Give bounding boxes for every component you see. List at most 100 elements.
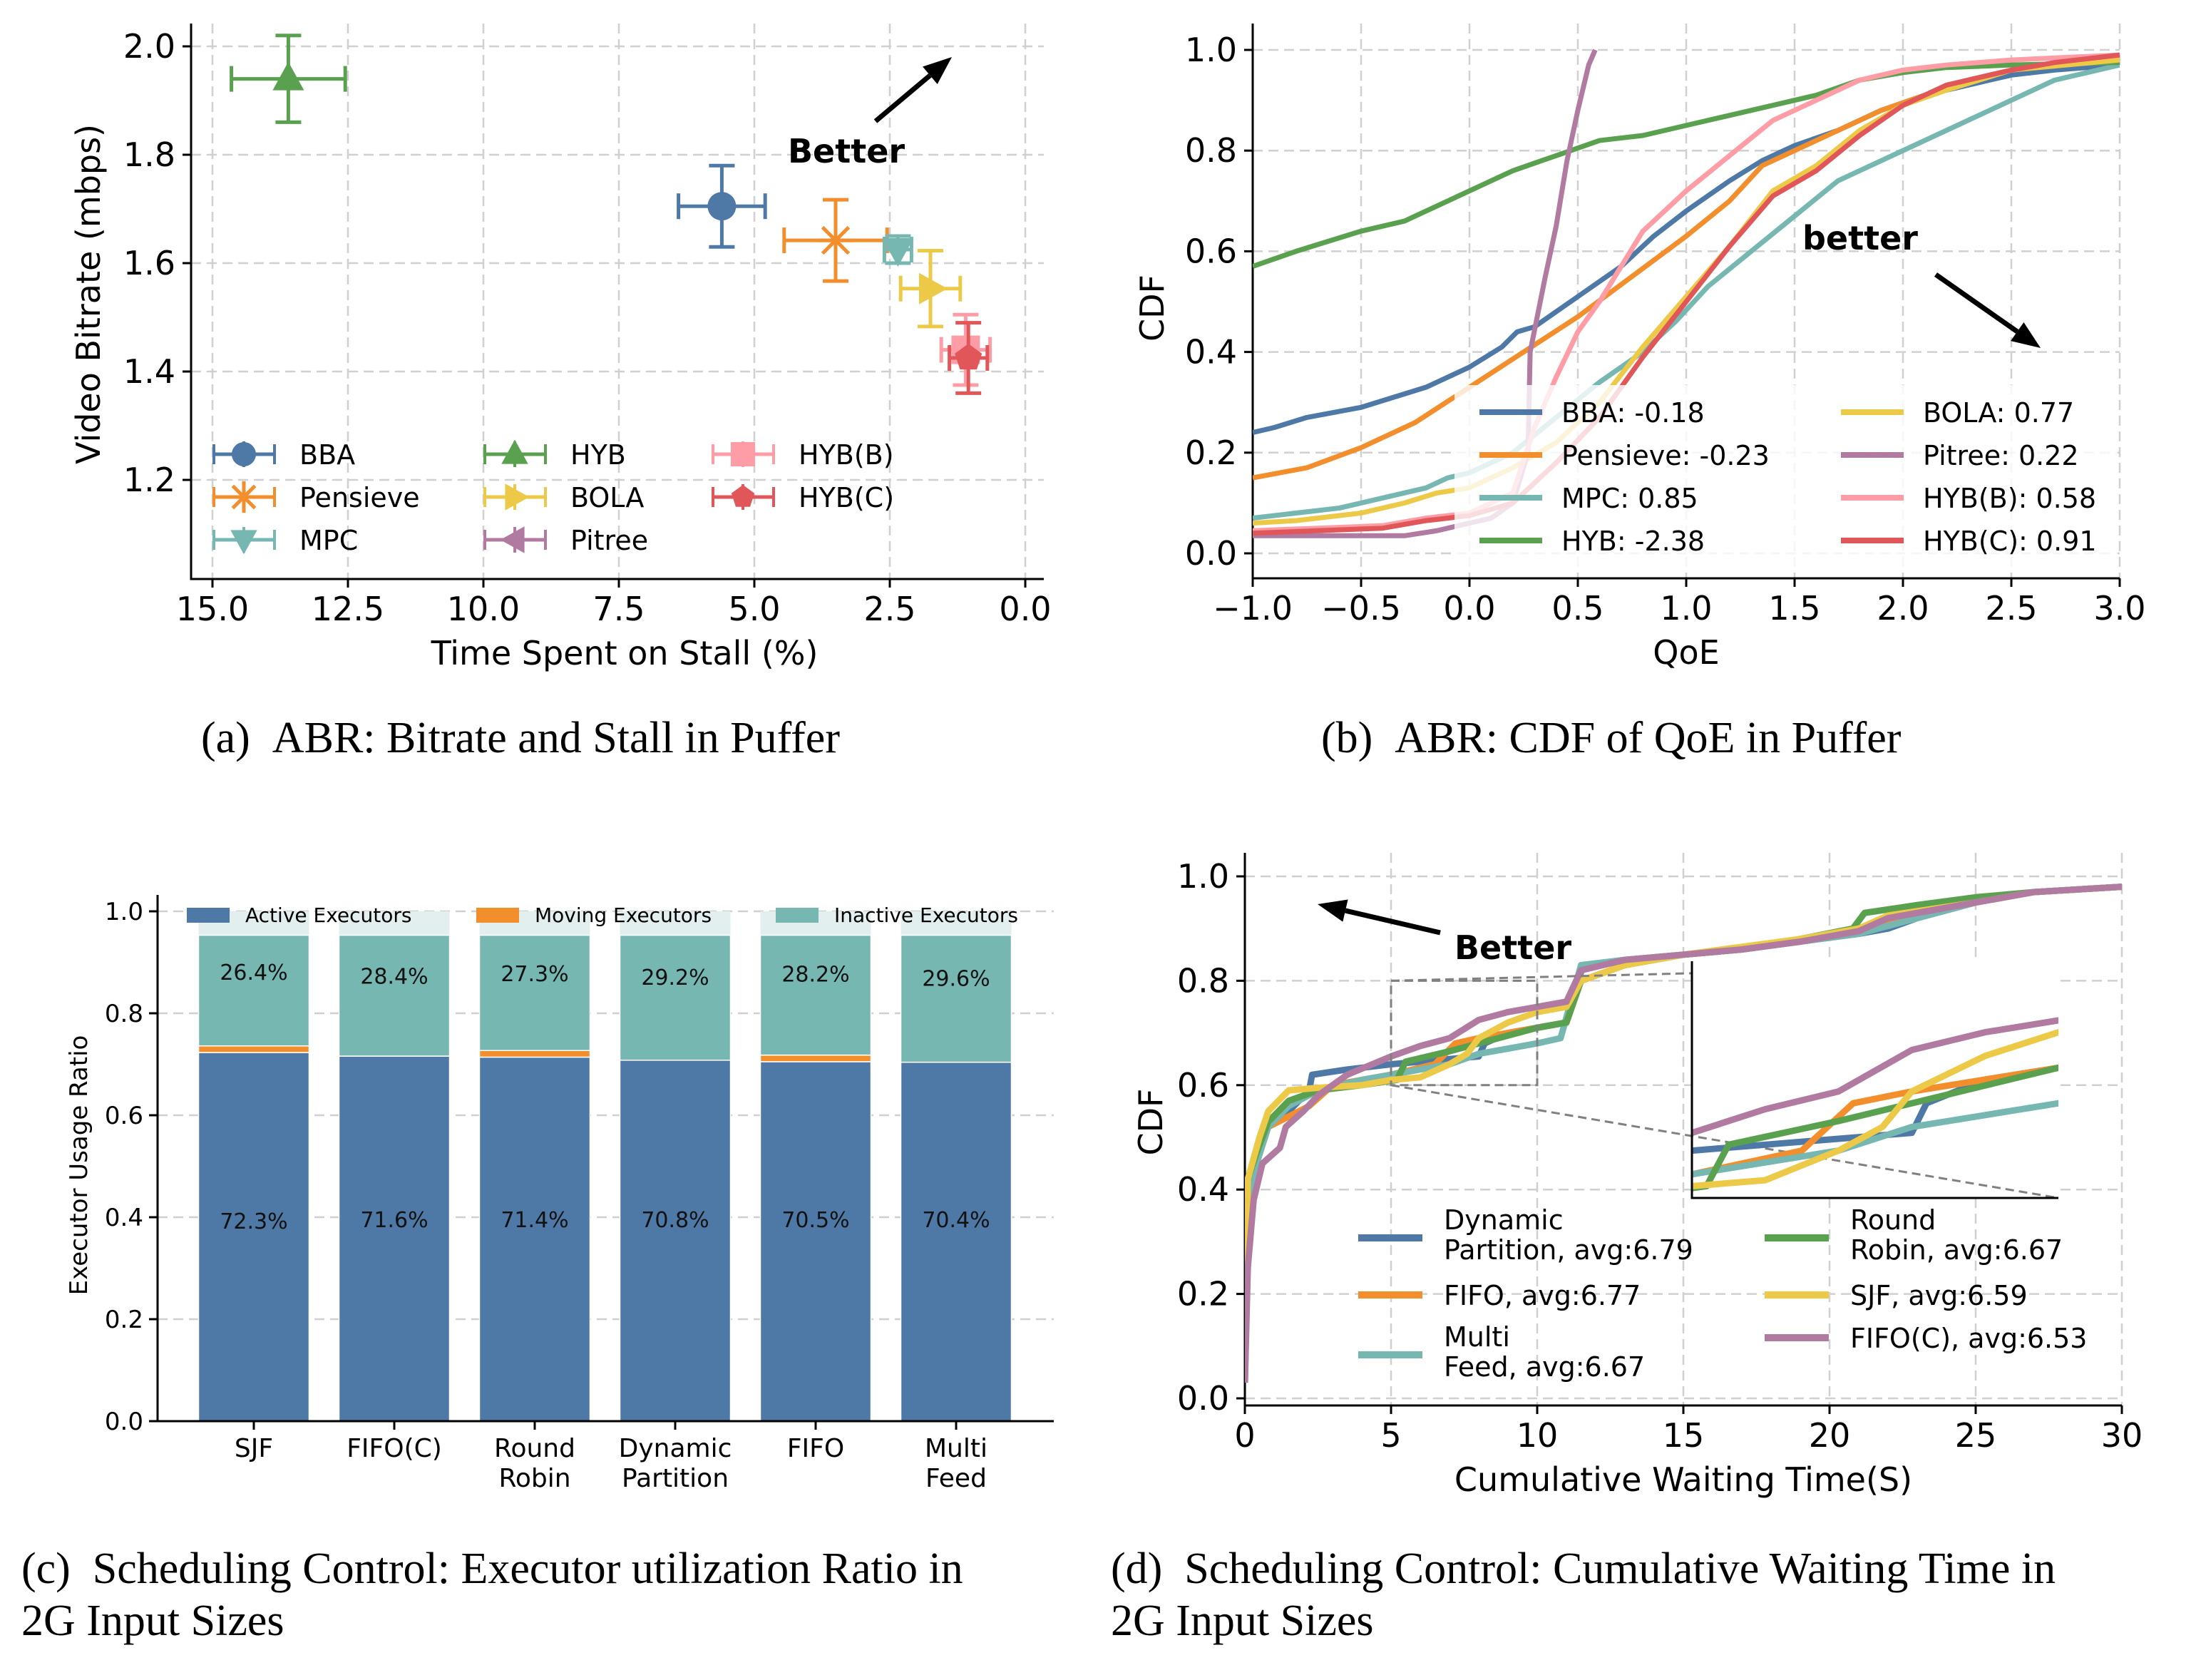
annotation-better: Better <box>1454 928 1571 967</box>
tick-label-y: 0.6 <box>105 1102 143 1130</box>
bar-segment-active-executors <box>197 1052 310 1422</box>
caption-b: (b) ABR: CDF of QoE in Puffer <box>1321 714 1902 762</box>
legend: Active Executors Moving Executors Inactive… <box>187 903 1018 927</box>
legend-label: Pensieve <box>299 482 420 513</box>
legend-label: FIFO(C), avg:6.53 <box>1850 1323 2087 1354</box>
legend-label: Moving Executors <box>535 903 712 927</box>
tick-label-x: 1.0 <box>1660 589 1712 628</box>
bar-segment-inactive-executors <box>197 934 310 1047</box>
tick-label-y: 2.0 <box>123 27 175 66</box>
legend-item: Inactive Executors <box>776 903 1018 927</box>
caption-c-line2: 2G Input Sizes <box>21 1597 284 1645</box>
data-point-bba <box>677 163 767 249</box>
legend-label: HYB(B): 0.58 <box>1923 483 2096 514</box>
legend-item: HYB(C) <box>712 482 894 513</box>
legend-swatch <box>476 908 519 923</box>
legend-label: BBA <box>299 439 355 471</box>
caption-c-line1: (c) Scheduling Control: Executor utiliza… <box>21 1545 963 1593</box>
tick-label-x: Round <box>494 1434 575 1463</box>
bar-segment-active-executors <box>759 1061 872 1422</box>
legend-label: Pitree: 0.22 <box>1923 440 2079 471</box>
x-axis-label: Time Spent on Stall (%) <box>431 634 819 672</box>
bar-value-label: 72.3% <box>220 1209 287 1234</box>
tick-label-x: 0 <box>1234 1416 1255 1455</box>
bar-segment-active-executors <box>338 1055 451 1422</box>
tick-label-y: 0.0 <box>105 1408 143 1436</box>
bar-value-label: 27.3% <box>501 962 568 987</box>
data-point-bola <box>898 249 963 329</box>
tick-label-y: 1.2 <box>123 461 175 499</box>
series-line-fifo-c- <box>1245 883 2122 1383</box>
arrow-shaft <box>873 73 932 123</box>
legend-label: Round <box>1850 1204 1936 1236</box>
x-axis-label: QoE <box>1653 633 1719 672</box>
legend-item: HYB(B) <box>712 439 894 471</box>
legend-marker <box>500 526 525 553</box>
legend-marker <box>731 442 755 466</box>
y-axis-label: Executor Usage Ratio <box>65 1035 93 1296</box>
arrow-icon <box>1318 899 1441 936</box>
tick-label-x: SJF <box>235 1434 273 1463</box>
bar-value-label: 29.6% <box>922 966 990 991</box>
bar-value-label: 70.4% <box>922 1208 990 1233</box>
tick-label-x: 10.0 <box>447 590 520 628</box>
tick-label-x: 12.5 <box>312 590 384 628</box>
bar-value-label: 28.4% <box>360 965 428 990</box>
series-line-multi-feed <box>1245 883 2122 1373</box>
marker-triangle-down <box>882 238 914 267</box>
bar-cap <box>620 911 731 936</box>
tick-label-x: Dynamic <box>619 1434 732 1463</box>
series-line-hyb-b- <box>1253 52 2120 533</box>
tick-label-x: Partition <box>622 1464 729 1493</box>
legend-label: BOLA: 0.77 <box>1923 397 2074 429</box>
legend-item: FIFO(C), avg:6.53 <box>1765 1323 2087 1354</box>
legend-marker <box>230 530 257 555</box>
bar-stack-round-robin: 71.4% 27.3% <box>478 911 591 1422</box>
data-point-hyb <box>230 34 347 124</box>
bar-segment-active-executors <box>478 1056 591 1422</box>
bar-value-label: 26.4% <box>220 961 287 985</box>
bar-segment-moving-executors <box>197 1045 310 1053</box>
tick-label-y: 1.8 <box>123 135 175 174</box>
inset-line-multi-feed <box>1692 1100 2058 1178</box>
legend-label: FIFO, avg:6.77 <box>1444 1280 1641 1311</box>
bar-value-label: 70.8% <box>641 1208 709 1233</box>
bar-stack-sjf: 72.3% 26.4% <box>197 911 310 1422</box>
caption-d-line1: (d) Scheduling Control: Cumulative Waiti… <box>1111 1545 2056 1593</box>
legend-marker <box>731 485 755 507</box>
legend-item: Active Executors <box>187 903 412 927</box>
data-point-mpc <box>882 234 914 267</box>
legend-marker <box>232 442 256 466</box>
legend-marker <box>501 439 528 464</box>
inset-connector <box>1390 1084 2059 1199</box>
annotation-better: Better <box>788 132 905 170</box>
tick-label-y: 1.4 <box>123 352 175 391</box>
tick-label-x: −0.5 <box>1321 589 1401 628</box>
legend-label: Active Executors <box>245 903 412 927</box>
tick-label-x: 2.5 <box>1985 589 2037 628</box>
legend-item: BBA: -0.18 <box>1479 397 1705 429</box>
tick-label-y: 0.2 <box>1177 1275 1229 1313</box>
tick-label-y: 1.6 <box>123 244 175 282</box>
tick-label-y: 0.6 <box>1185 232 1237 270</box>
bar-cap <box>901 911 1012 936</box>
tick-label-y: 1.0 <box>1185 31 1237 69</box>
series-line-hyb-c- <box>1253 52 2120 536</box>
legend-label: Pensieve: -0.23 <box>1561 440 1770 471</box>
legend-item: BOLA <box>483 482 644 513</box>
arrow-shaft <box>1345 908 1441 936</box>
arrow-head <box>1318 899 1348 922</box>
tick-label-x: Multi <box>925 1434 987 1463</box>
chart-d: 0 5 10 15 20 25 30 0.0 0.2 0.4 0.6 0.8 1.0 Cumulative… <box>1132 853 2143 1499</box>
tick-label-x: 3.0 <box>2093 589 2145 628</box>
bar-segment-moving-executors <box>759 1054 872 1062</box>
tick-label-x: 10 <box>1517 1416 1559 1455</box>
legend-item: FIFO, avg:6.77 <box>1358 1280 1641 1311</box>
annotation-better: better <box>1802 219 1918 257</box>
bar-stack-fifo-c-: 71.6% 28.4% <box>338 911 451 1422</box>
tick-label-x: FIFO <box>787 1434 844 1463</box>
legend-item: Pensieve <box>212 481 420 513</box>
